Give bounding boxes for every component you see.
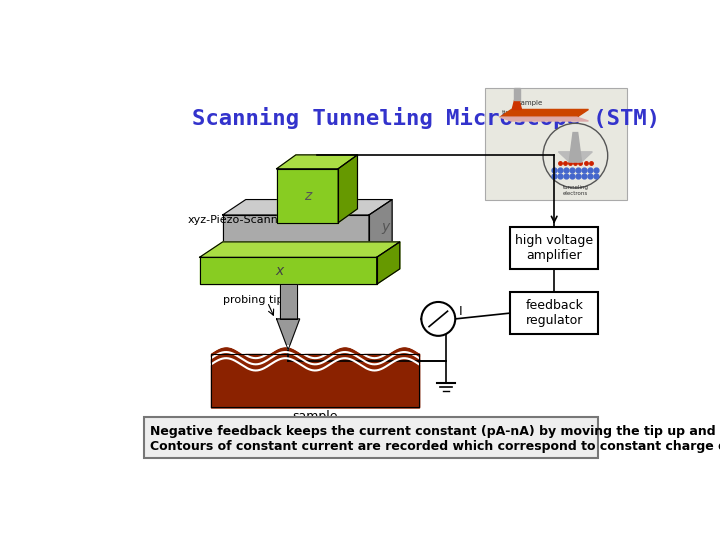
Polygon shape [514,88,520,100]
Polygon shape [559,152,593,162]
Text: tunneling
electrons: tunneling electrons [562,185,588,195]
Polygon shape [377,242,400,284]
Text: tip: tip [502,110,510,115]
Polygon shape [276,155,357,168]
Polygon shape [279,284,297,319]
Text: z: z [304,188,311,202]
Text: y: y [382,219,390,233]
Circle shape [543,123,608,188]
Polygon shape [512,100,521,110]
Polygon shape [199,242,400,257]
Polygon shape [500,117,588,121]
Polygon shape [570,132,582,162]
Text: feedback
regulator: feedback regulator [526,299,583,327]
Polygon shape [276,319,300,350]
Text: sample: sample [518,100,544,106]
Polygon shape [222,215,369,269]
Polygon shape [211,354,419,408]
Polygon shape [369,200,392,269]
Text: x: x [275,264,284,278]
FancyBboxPatch shape [510,292,598,334]
FancyBboxPatch shape [510,226,598,269]
Text: I: I [459,305,463,318]
Polygon shape [500,110,588,117]
Polygon shape [222,200,392,215]
Circle shape [421,302,455,336]
Text: high voltage
amplifier: high voltage amplifier [515,234,593,262]
Text: xyz-Piezo-Scanner: xyz-Piezo-Scanner [188,215,290,225]
Text: Negative feedback keeps the current constant (pA-nA) by moving the tip up and do: Negative feedback keeps the current cons… [150,425,720,453]
Polygon shape [276,168,338,222]
FancyBboxPatch shape [485,88,627,200]
Text: probing tip: probing tip [222,295,283,305]
Text: sample: sample [292,410,338,423]
Polygon shape [199,257,377,284]
Polygon shape [338,155,357,222]
Text: Scanning Tunneling Microscope (STM): Scanning Tunneling Microscope (STM) [192,107,660,129]
FancyBboxPatch shape [144,417,598,457]
